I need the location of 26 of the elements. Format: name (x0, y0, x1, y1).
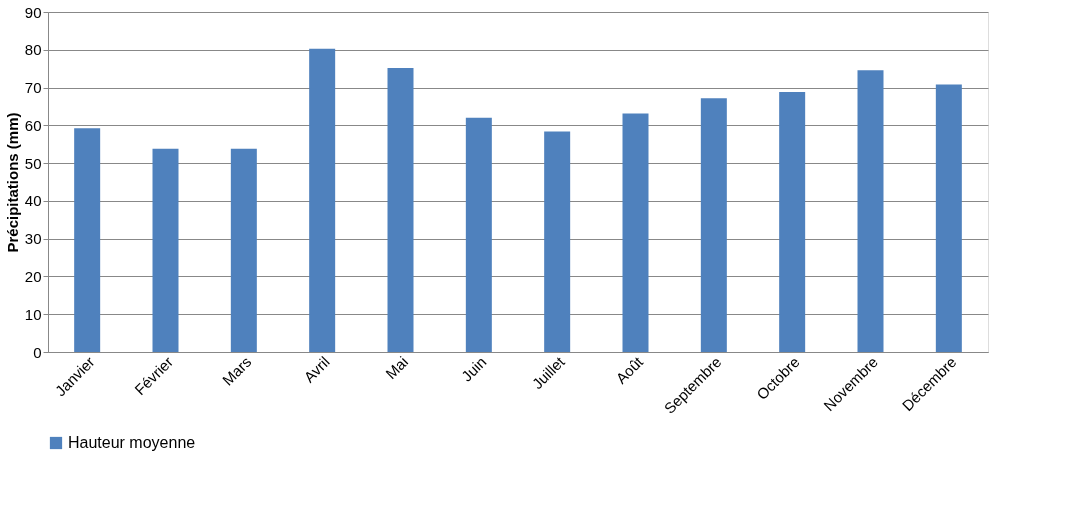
bar (622, 113, 649, 352)
y-tick-label: 90 (24, 3, 42, 21)
y-tick-label: 60 (24, 116, 42, 134)
y-tick-label: 10 (24, 305, 42, 323)
bar (700, 98, 727, 352)
y-tick-label: 30 (24, 230, 42, 248)
y-tick-label: 40 (24, 192, 42, 210)
bar (935, 84, 962, 352)
legend-label: Hauteur moyenne (68, 434, 196, 451)
y-tick-label: 20 (24, 267, 42, 285)
bar (309, 48, 336, 352)
y-tick-label: 0 (33, 343, 42, 361)
y-axis-title: Précipitations (mm) (3, 112, 21, 253)
bar (544, 131, 571, 352)
x-tick-label: Juin (457, 353, 490, 385)
bar (387, 67, 414, 352)
bar (74, 128, 101, 352)
y-tick-label: 70 (24, 79, 42, 97)
bar (230, 148, 257, 352)
x-tick-label: Mai (381, 353, 412, 383)
bar (465, 117, 492, 352)
y-tick-label: 80 (24, 41, 42, 59)
bar (779, 92, 806, 352)
bar (152, 148, 179, 352)
bar (857, 70, 884, 352)
y-tick-label: 50 (24, 154, 42, 172)
